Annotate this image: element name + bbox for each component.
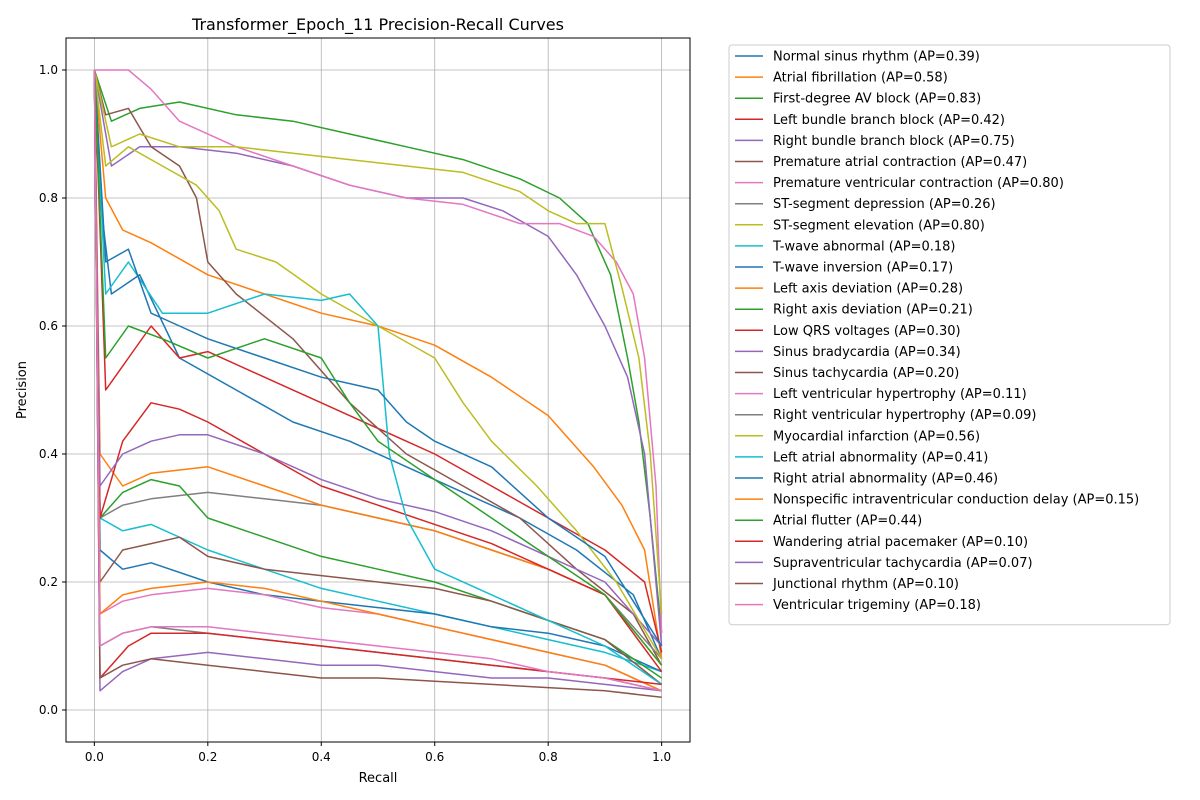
- y-tick-label: 0.8: [39, 191, 58, 205]
- series-line-14: [93, 69, 663, 647]
- x-tick-label: 0.8: [539, 750, 558, 764]
- y-tick-label: 0.6: [39, 319, 58, 333]
- x-tick-label: 0.2: [198, 750, 217, 764]
- legend-label: Right atrial abnormality (AP=0.46): [773, 472, 998, 487]
- legend-label: Nonspecific intraventricular conduction …: [773, 493, 1139, 508]
- series-line-5: [93, 69, 663, 666]
- series-line-24: [93, 69, 662, 692]
- legend-label: ST-segment depression (AP=0.26): [773, 197, 996, 212]
- legend-label: Premature ventricular contraction (AP=0.…: [773, 176, 1064, 191]
- series-line-20: [93, 69, 663, 647]
- series-line-22: [93, 69, 663, 666]
- x-tick-label: 0.4: [312, 750, 331, 764]
- legend-label: Low QRS voltages (AP=0.30): [773, 324, 961, 339]
- legend-label: Right bundle branch block (AP=0.75): [773, 134, 1015, 149]
- legend-label: Supraventricular tachycardia (AP=0.07): [773, 556, 1033, 571]
- legend-label: Sinus tachycardia (AP=0.20): [773, 366, 959, 381]
- legend-label: Myocardial infarction (AP=0.56): [773, 429, 980, 444]
- legend-label: Right ventricular hypertrophy (AP=0.09): [773, 408, 1036, 423]
- series-line-4: [93, 69, 663, 647]
- legend-label: Left axis deviation (AP=0.28): [773, 282, 963, 297]
- legend-label: Premature atrial contraction (AP=0.47): [773, 155, 1027, 170]
- y-tick-label: 0.2: [39, 575, 58, 589]
- legend-label: First-degree AV block (AP=0.83): [773, 92, 981, 107]
- legend-label: ST-segment elevation (AP=0.80): [773, 218, 985, 233]
- series-line-26: [93, 69, 662, 692]
- legend-label: T-wave abnormal (AP=0.18): [772, 239, 955, 254]
- series-line-0: [93, 69, 663, 660]
- series-line-21: [93, 69, 662, 692]
- plot-frame: [65, 37, 691, 743]
- y-axis-label: Precision: [15, 361, 30, 419]
- legend-label: Wandering atrial pacemaker (AP=0.10): [773, 535, 1028, 550]
- series-line-3: [93, 69, 663, 653]
- x-axis-label: Recall: [359, 771, 398, 786]
- legend-label: Right axis deviation (AP=0.21): [773, 303, 973, 318]
- legend-label: Junctional rhythm (AP=0.10): [772, 577, 959, 592]
- series-line-23: [93, 69, 662, 686]
- y-tick-label: 1.0: [39, 63, 58, 77]
- x-tick-label: 0.0: [85, 750, 104, 764]
- series-line-15: [93, 69, 663, 685]
- series-line-19: [93, 69, 663, 686]
- x-axis-ticks: 0.0 0.2 0.4 0.6 0.8 1.0: [85, 742, 671, 764]
- legend-label: Left bundle branch block (AP=0.42): [773, 113, 1005, 128]
- y-axis-ticks: 0.0 0.2 0.4 0.6 0.8 1.0: [39, 63, 66, 717]
- series-lines: [93, 69, 663, 698]
- legend-label: T-wave inversion (AP=0.17): [772, 261, 953, 276]
- y-tick-label: 0.0: [39, 703, 58, 717]
- legend-label: Left ventricular hypertrophy (AP=0.11): [773, 387, 1027, 402]
- series-line-18: [93, 69, 663, 660]
- legend-box: [728, 44, 1171, 626]
- legend-label: Ventricular trigeminy (AP=0.18): [773, 598, 981, 613]
- chart-title: Transformer_Epoch_11 Precision-Recall Cu…: [191, 15, 564, 35]
- series-line-8: [93, 69, 663, 615]
- series-line-13: [93, 69, 663, 673]
- y-tick-label: 0.4: [39, 447, 58, 461]
- legend-label: Normal sinus rhythm (AP=0.39): [773, 50, 980, 65]
- legend-label: Atrial flutter (AP=0.44): [773, 514, 922, 529]
- series-line-6: [94, 69, 663, 634]
- series-line-25: [93, 69, 662, 698]
- legend-label: Left atrial abnormality (AP=0.41): [773, 450, 988, 465]
- series-line-9: [93, 69, 662, 673]
- legend-label: Sinus bradycardia (AP=0.34): [773, 345, 961, 360]
- series-line-2: [93, 69, 663, 634]
- x-tick-label: 1.0: [652, 750, 671, 764]
- x-tick-label: 0.6: [425, 750, 444, 764]
- legend: Normal sinus rhythm (AP=0.39) Atrial fibr…: [728, 44, 1171, 626]
- legend-label: Atrial fibrillation (AP=0.58): [773, 71, 948, 86]
